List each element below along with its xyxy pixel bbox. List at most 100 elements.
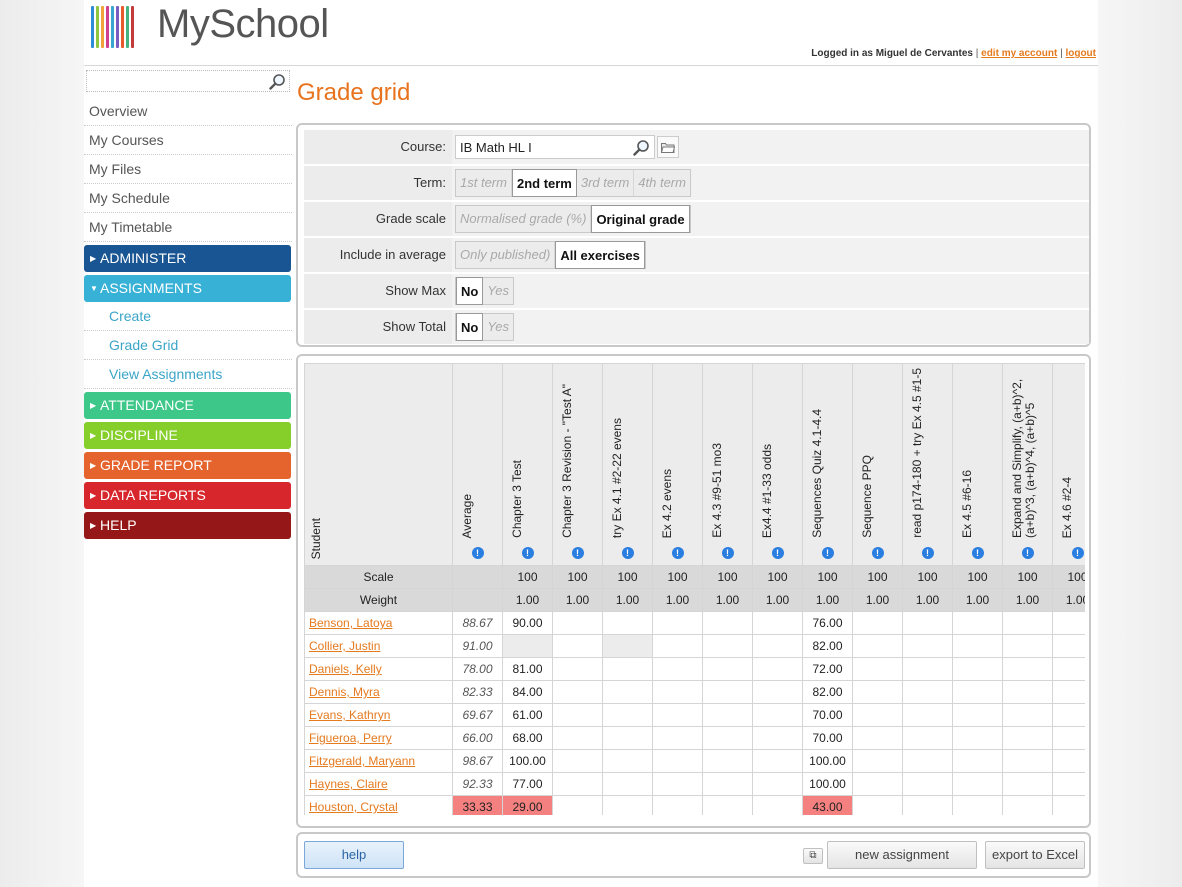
grade-cell[interactable] bbox=[1052, 634, 1085, 658]
sidebar-section-help[interactable]: ▶ HELP bbox=[84, 512, 291, 539]
average-column-header[interactable]: Average! bbox=[452, 363, 503, 566]
grade-cell[interactable] bbox=[702, 611, 753, 635]
grade-cell[interactable] bbox=[1002, 749, 1053, 773]
course-browse-button[interactable] bbox=[657, 136, 679, 158]
info-icon[interactable]: ! bbox=[571, 547, 584, 559]
grade-cell[interactable] bbox=[652, 634, 703, 658]
grade-cell[interactable] bbox=[952, 749, 1003, 773]
grade-cell[interactable]: 82.00 bbox=[802, 634, 853, 658]
grade-cell[interactable] bbox=[902, 657, 953, 681]
grade-cell[interactable] bbox=[952, 634, 1003, 658]
grade-cell[interactable] bbox=[852, 680, 903, 704]
grade-cell[interactable]: 70.00 bbox=[802, 726, 853, 750]
grade-cell[interactable] bbox=[852, 749, 903, 773]
grade-cell[interactable] bbox=[902, 749, 953, 773]
grade-cell[interactable] bbox=[652, 726, 703, 750]
grade-cell[interactable] bbox=[752, 726, 803, 750]
student-link[interactable]: Figueroa, Perry bbox=[309, 731, 392, 745]
course-input[interactable]: IB Math HL I bbox=[455, 135, 655, 159]
grade-cell[interactable] bbox=[852, 703, 903, 727]
assignment-column-header[interactable]: Ex4.4 #1-33 odds! bbox=[752, 363, 803, 566]
grade-cell[interactable] bbox=[552, 749, 603, 773]
grade-cell[interactable] bbox=[652, 772, 703, 796]
info-icon[interactable]: ! bbox=[521, 547, 534, 559]
grade-cell[interactable] bbox=[902, 611, 953, 635]
grade-cell[interactable] bbox=[552, 634, 603, 658]
grade-cell[interactable] bbox=[552, 680, 603, 704]
grade-cell[interactable] bbox=[752, 703, 803, 727]
grade-cell[interactable] bbox=[652, 611, 703, 635]
grade-cell[interactable] bbox=[552, 772, 603, 796]
info-icon[interactable]: ! bbox=[471, 547, 484, 559]
grade-cell[interactable] bbox=[702, 772, 753, 796]
logout-link[interactable]: logout bbox=[1065, 48, 1096, 59]
grade-cell[interactable] bbox=[852, 657, 903, 681]
scale-option-normalised-grade[interactable]: Normalised grade (%) bbox=[456, 206, 592, 232]
sidebar-item-my-files[interactable]: My Files bbox=[84, 155, 292, 184]
grade-cell[interactable] bbox=[702, 726, 753, 750]
logo[interactable]: MySchool bbox=[91, 2, 329, 48]
sidebar-section-assignments[interactable]: ▼ ASSIGNMENTS bbox=[84, 275, 291, 302]
assignment-column-header[interactable]: Ex 4.3 #9-51 mo3! bbox=[702, 363, 753, 566]
sidebar-section-administer[interactable]: ▶ ADMINISTER bbox=[84, 245, 291, 272]
grade-cell[interactable] bbox=[1002, 726, 1053, 750]
grade-cell[interactable] bbox=[952, 703, 1003, 727]
sidebar-item-my-timetable[interactable]: My Timetable bbox=[84, 213, 292, 242]
grade-cell[interactable]: 82.00 bbox=[802, 680, 853, 704]
grade-cell[interactable] bbox=[752, 749, 803, 773]
grade-cell[interactable] bbox=[952, 726, 1003, 750]
grade-cell[interactable] bbox=[902, 634, 953, 658]
grade-cell[interactable] bbox=[752, 772, 803, 796]
grade-cell[interactable] bbox=[952, 772, 1003, 796]
assignment-column-header[interactable]: Ex 4.2 evens! bbox=[652, 363, 703, 566]
grade-cell[interactable]: 100.00 bbox=[802, 749, 853, 773]
grade-cell[interactable] bbox=[1052, 749, 1085, 773]
info-icon[interactable]: ! bbox=[971, 547, 984, 559]
grade-cell[interactable] bbox=[502, 634, 553, 658]
include-option-all-exercises[interactable]: All exercises bbox=[555, 241, 645, 269]
student-link[interactable]: Collier, Justin bbox=[309, 639, 381, 653]
grade-cell[interactable] bbox=[652, 703, 703, 727]
grade-cell[interactable] bbox=[902, 703, 953, 727]
search-input[interactable] bbox=[87, 71, 267, 91]
sidebar-item-my-schedule[interactable]: My Schedule bbox=[84, 184, 292, 213]
grade-cell[interactable] bbox=[902, 795, 953, 815]
grade-cell[interactable] bbox=[1052, 703, 1085, 727]
grade-cell[interactable] bbox=[1052, 726, 1085, 750]
grade-cell[interactable]: 84.00 bbox=[502, 680, 553, 704]
course-search-icon[interactable] bbox=[633, 139, 650, 156]
include-option-only-published[interactable]: Only published) bbox=[456, 242, 556, 268]
student-link[interactable]: Daniels, Kelly bbox=[309, 662, 382, 676]
term-option-1st-term[interactable]: 1st term bbox=[456, 170, 512, 196]
info-icon[interactable]: ! bbox=[621, 547, 634, 559]
student-link[interactable]: Houston, Crystal bbox=[309, 800, 398, 814]
grade-cell[interactable] bbox=[652, 657, 703, 681]
grade-cell[interactable] bbox=[552, 795, 603, 815]
grade-cell[interactable] bbox=[1002, 772, 1053, 796]
grade-cell[interactable] bbox=[602, 795, 653, 815]
sidebar-section-data-reports[interactable]: ▶ DATA REPORTS bbox=[84, 482, 291, 509]
assignment-column-header[interactable]: Expand and Simplify, (a+b)^2, (a+b)^3, (… bbox=[1002, 363, 1053, 566]
student-link[interactable]: Dennis, Myra bbox=[309, 685, 380, 699]
grade-cell[interactable] bbox=[752, 795, 803, 815]
edit-account-link[interactable]: edit my account bbox=[981, 48, 1058, 59]
grade-cell[interactable] bbox=[902, 772, 953, 796]
grade-cell[interactable] bbox=[852, 611, 903, 635]
term-option-4th-term[interactable]: 4th term bbox=[638, 175, 686, 190]
showmax-option-yes[interactable]: Yes bbox=[487, 283, 510, 298]
grade-cell[interactable] bbox=[602, 611, 653, 635]
grade-cell[interactable] bbox=[1002, 703, 1053, 727]
grade-cell[interactable] bbox=[902, 680, 953, 704]
grade-cell[interactable] bbox=[852, 795, 903, 815]
grade-cell[interactable]: 43.00 bbox=[802, 795, 853, 815]
grade-cell[interactable] bbox=[852, 772, 903, 796]
grade-cell[interactable] bbox=[952, 611, 1003, 635]
showtotal-option-no[interactable]: No bbox=[456, 313, 484, 341]
new-assignment-button[interactable]: new assignment bbox=[827, 841, 977, 869]
grade-cell[interactable] bbox=[1052, 795, 1085, 815]
info-icon[interactable]: ! bbox=[671, 547, 684, 559]
grade-cell[interactable] bbox=[752, 611, 803, 635]
grade-cell[interactable] bbox=[602, 680, 653, 704]
grade-cell[interactable]: 100.00 bbox=[502, 749, 553, 773]
sidebar-section-grade-report[interactable]: ▶ GRADE REPORT bbox=[84, 452, 291, 479]
